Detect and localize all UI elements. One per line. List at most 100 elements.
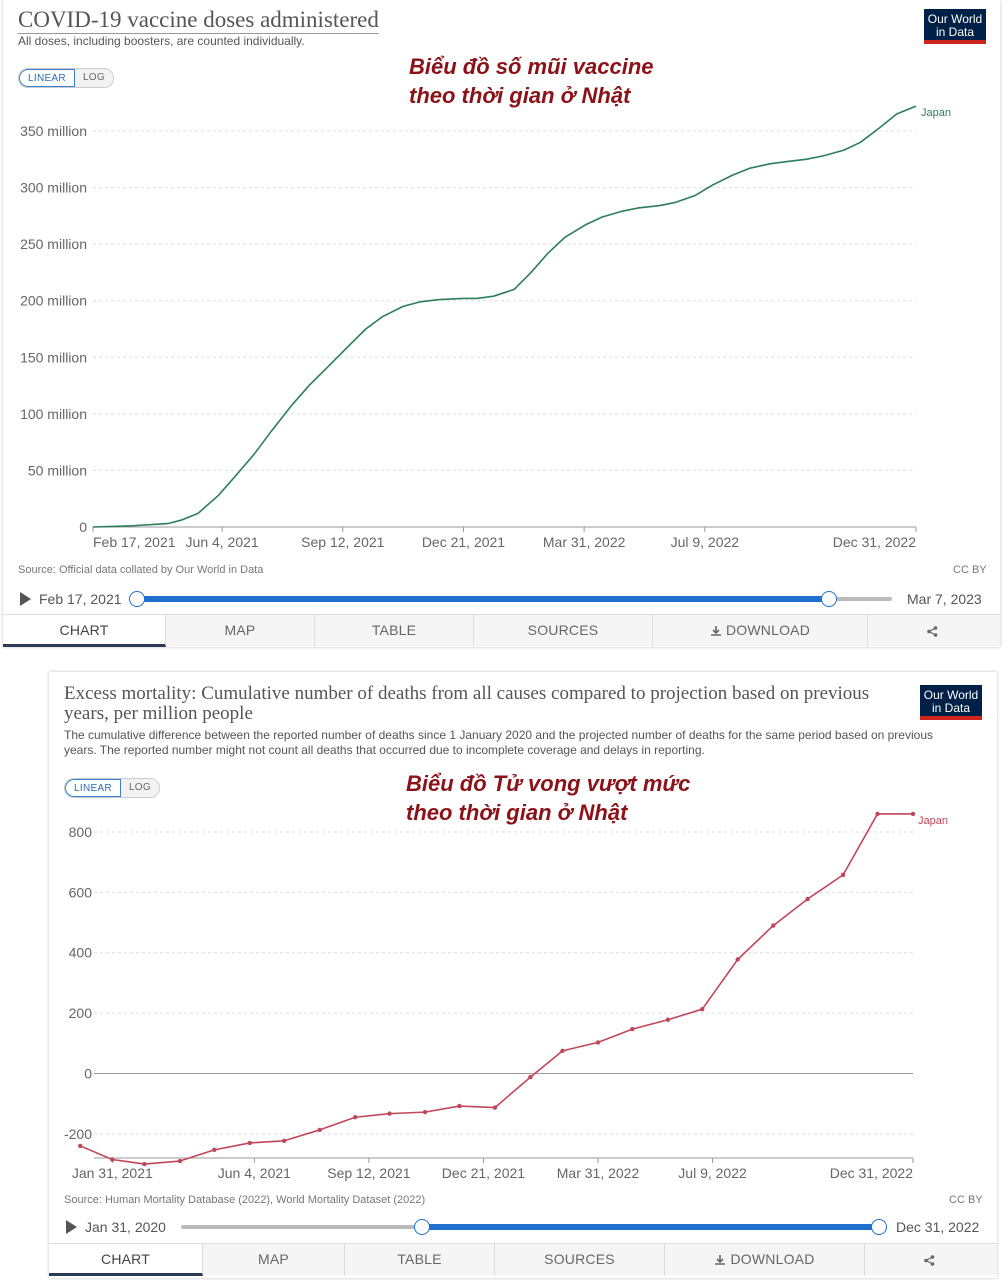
scale-toggle: LINEAR LOG xyxy=(64,778,160,798)
x-tick-label: Feb 17, 2021 xyxy=(93,534,176,550)
download-label: DOWNLOAD xyxy=(730,1251,815,1267)
owid-logo[interactable]: Our World in Data xyxy=(924,9,986,44)
owid-logo[interactable]: Our World in Data xyxy=(920,685,982,720)
data-point[interactable] xyxy=(875,811,880,817)
timeline-selected-range xyxy=(137,596,829,602)
license-text: CC BY xyxy=(949,1194,983,1206)
data-point[interactable] xyxy=(457,1103,462,1109)
data-point[interactable] xyxy=(142,1161,147,1167)
tab-table[interactable]: TABLE xyxy=(315,615,474,647)
data-point[interactable] xyxy=(422,1109,428,1115)
timeline-start-handle[interactable] xyxy=(413,1219,430,1235)
logo-line-2: in Data xyxy=(935,25,975,39)
tab-sources[interactable]: SOURCES xyxy=(474,615,653,647)
tab-share[interactable] xyxy=(865,1244,997,1276)
tab-chart[interactable]: CHART xyxy=(49,1244,203,1276)
series-line-japan[interactable] xyxy=(79,813,913,1165)
data-point[interactable] xyxy=(805,896,810,902)
play-icon[interactable] xyxy=(20,592,31,606)
share-icon xyxy=(923,1255,934,1266)
annotation: Biểu đồ số mũi vaccine theo thời gian ở … xyxy=(409,52,654,110)
tab-map[interactable]: MAP xyxy=(166,615,315,647)
data-point[interactable] xyxy=(352,1115,358,1120)
play-icon[interactable] xyxy=(66,1220,77,1234)
x-tick-label: Sep 12, 2021 xyxy=(327,1165,411,1181)
data-point[interactable] xyxy=(177,1158,183,1164)
timeline: Jan 31, 2020 Dec 31, 2022 xyxy=(66,1217,986,1237)
data-point[interactable] xyxy=(910,811,916,817)
y-tick-label: 350 million xyxy=(20,123,87,139)
linear-button[interactable]: LINEAR xyxy=(65,779,121,797)
series-label: Japan xyxy=(918,815,948,827)
timeline-end-handle[interactable] xyxy=(820,591,837,607)
source-text: Source: Human Mortality Database (2022),… xyxy=(64,1194,426,1206)
excess-mortality-line-chart: -200 0 200 400 600 800 Jan 31, 2021 Jun 4, 2021… xyxy=(64,811,948,1181)
x-tick-label: Dec 31, 2022 xyxy=(830,1165,913,1181)
tab-bar: CHART MAP TABLE SOURCES DOWNLOAD xyxy=(3,614,1000,647)
logo-line-1: Our World xyxy=(923,688,979,702)
data-point[interactable] xyxy=(665,1017,671,1022)
data-point[interactable] xyxy=(840,872,846,878)
log-button[interactable]: LOG xyxy=(74,69,113,87)
download-label: DOWNLOAD xyxy=(725,622,811,638)
tab-download[interactable]: DOWNLOAD xyxy=(665,1244,865,1276)
logo-line-1: Our World xyxy=(927,12,983,26)
series-label: Japan xyxy=(921,107,951,119)
data-point[interactable] xyxy=(771,923,776,928)
data-point[interactable] xyxy=(78,1143,83,1149)
chart-title: COVID-19 vaccine doses administered xyxy=(18,7,379,34)
x-tick-label: Jul 9, 2022 xyxy=(678,1165,747,1181)
tab-map[interactable]: MAP xyxy=(203,1244,345,1276)
x-tick-label: Jun 4, 2021 xyxy=(218,1165,291,1181)
data-point[interactable] xyxy=(492,1105,498,1110)
y-tick-label: 100 million xyxy=(20,406,87,422)
x-tick-label: Mar 31, 2022 xyxy=(557,1165,640,1181)
tab-share[interactable] xyxy=(868,615,1000,647)
x-tick-label: Dec 21, 2021 xyxy=(442,1165,525,1181)
timeline: Feb 17, 2021 Mar 7, 2023 xyxy=(20,589,990,609)
y-tick-label: 300 million xyxy=(20,180,87,196)
data-point[interactable] xyxy=(560,1048,565,1054)
tab-table[interactable]: TABLE xyxy=(345,1244,495,1276)
annotation-line-1: Biểu đồ Tử vong vượt mức xyxy=(406,771,691,796)
log-button[interactable]: LOG xyxy=(120,779,159,797)
scale-toggle: LINEAR LOG xyxy=(18,68,114,88)
y-tick-label: 200 million xyxy=(20,293,87,309)
x-tick-label: Mar 31, 2022 xyxy=(543,534,626,550)
linear-button[interactable]: LINEAR xyxy=(19,69,75,87)
logo-line-2: in Data xyxy=(931,701,971,715)
series-line-japan[interactable] xyxy=(92,105,917,528)
data-point[interactable] xyxy=(387,1111,392,1116)
share-icon xyxy=(926,626,937,637)
timeline-end-handle[interactable] xyxy=(871,1219,887,1235)
data-point[interactable] xyxy=(700,1006,705,1012)
data-point[interactable] xyxy=(212,1147,217,1153)
y-tick-label: 50 million xyxy=(28,462,87,478)
timeline-start-handle[interactable] xyxy=(129,591,145,607)
data-point[interactable] xyxy=(528,1074,533,1080)
data-point[interactable] xyxy=(595,1040,601,1045)
annotation-line-2: theo thời gian ở Nhật xyxy=(409,83,631,108)
y-tick-label: 800 xyxy=(69,824,93,840)
download-icon xyxy=(710,626,721,636)
data-point[interactable] xyxy=(281,1138,287,1143)
data-point[interactable] xyxy=(630,1026,635,1032)
timeline-selected-range xyxy=(421,1224,879,1230)
vaccine-chart-panel: COVID-19 vaccine doses administered All … xyxy=(3,0,1000,647)
tab-sources[interactable]: SOURCES xyxy=(495,1244,665,1276)
source-text: Source: Official data collated by Our Wo… xyxy=(18,564,264,576)
tab-download[interactable]: DOWNLOAD xyxy=(653,615,868,647)
x-tick-label: Jun 4, 2021 xyxy=(186,534,259,550)
tab-bar: CHART MAP TABLE SOURCES DOWNLOAD xyxy=(49,1243,997,1276)
data-point[interactable] xyxy=(317,1127,322,1133)
data-point[interactable] xyxy=(110,1157,115,1162)
chart-subtitle: The cumulative difference between the re… xyxy=(64,728,933,757)
y-tick-label: 0 xyxy=(84,1065,92,1081)
tab-chart[interactable]: CHART xyxy=(3,615,166,647)
y-tick-label: 200 xyxy=(69,1005,93,1021)
data-point[interactable] xyxy=(247,1140,252,1146)
y-tick-label: 150 million xyxy=(20,349,87,365)
excess-mortality-panel: Excess mortality: Cumulative number of d… xyxy=(49,672,997,1278)
data-point[interactable] xyxy=(735,957,740,962)
annotation-line-2: theo thời gian ở Nhật xyxy=(406,800,628,825)
